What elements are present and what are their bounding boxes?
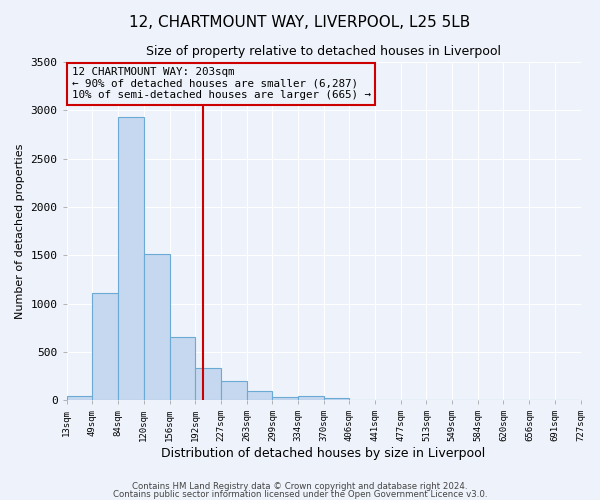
Text: Contains public sector information licensed under the Open Government Licence v3: Contains public sector information licen… <box>113 490 487 499</box>
Text: 12 CHARTMOUNT WAY: 203sqm
← 90% of detached houses are smaller (6,287)
10% of se: 12 CHARTMOUNT WAY: 203sqm ← 90% of detac… <box>72 67 371 100</box>
X-axis label: Distribution of detached houses by size in Liverpool: Distribution of detached houses by size … <box>161 447 485 460</box>
Bar <box>143 254 170 400</box>
Bar <box>92 293 118 400</box>
Y-axis label: Number of detached properties: Number of detached properties <box>15 144 25 318</box>
Title: Size of property relative to detached houses in Liverpool: Size of property relative to detached ho… <box>146 45 501 58</box>
Bar <box>67 396 92 400</box>
Bar <box>298 396 323 400</box>
Bar <box>170 338 196 400</box>
Bar <box>118 117 143 400</box>
Bar <box>247 390 272 400</box>
Bar <box>323 398 349 400</box>
Bar <box>196 368 221 400</box>
Bar <box>221 382 247 400</box>
Text: Contains HM Land Registry data © Crown copyright and database right 2024.: Contains HM Land Registry data © Crown c… <box>132 482 468 491</box>
Bar <box>272 397 298 400</box>
Text: 12, CHARTMOUNT WAY, LIVERPOOL, L25 5LB: 12, CHARTMOUNT WAY, LIVERPOOL, L25 5LB <box>130 15 470 30</box>
